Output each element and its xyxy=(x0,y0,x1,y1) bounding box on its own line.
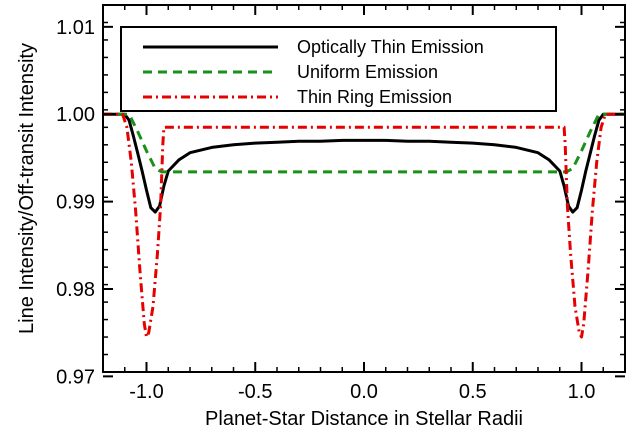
x-tick-label: -1.0 xyxy=(129,381,163,403)
legend-label-3: Thin Ring Emission xyxy=(297,87,452,107)
x-axis-title: Planet-Star Distance in Stellar Radii xyxy=(205,408,523,430)
y-tick-label: 1.00 xyxy=(56,104,95,126)
x-tick-label: -0.5 xyxy=(238,381,272,403)
y-tick-label: 0.99 xyxy=(56,192,95,214)
x-tick-label: 1.0 xyxy=(568,381,596,403)
legend-label-1: Optically Thin Emission xyxy=(297,37,484,57)
x-tick-label: 0.0 xyxy=(350,381,378,403)
legend-label-2: Uniform Emission xyxy=(297,62,438,82)
legend-box xyxy=(120,26,557,112)
y-axis-title: Line Intensity/Off-transit Intensity xyxy=(16,43,38,334)
y-tick-label: 1.01 xyxy=(56,17,95,39)
legend: Optically Thin Emission Uniform Emission T… xyxy=(120,26,557,112)
series-layer xyxy=(103,112,625,339)
series-line-2 xyxy=(103,112,625,174)
y-tick-label: 0.97 xyxy=(56,366,95,388)
ticks-layer: -1.0 -0.5 0.0 0.5 1.0 0.97 0.98 0.99 1.00 1.01 xyxy=(56,4,626,403)
y-tick-label: 0.98 xyxy=(56,279,95,301)
series-line-3 xyxy=(103,112,625,339)
x-tick-label: 0.5 xyxy=(459,381,487,403)
series-line-1 xyxy=(103,112,625,214)
